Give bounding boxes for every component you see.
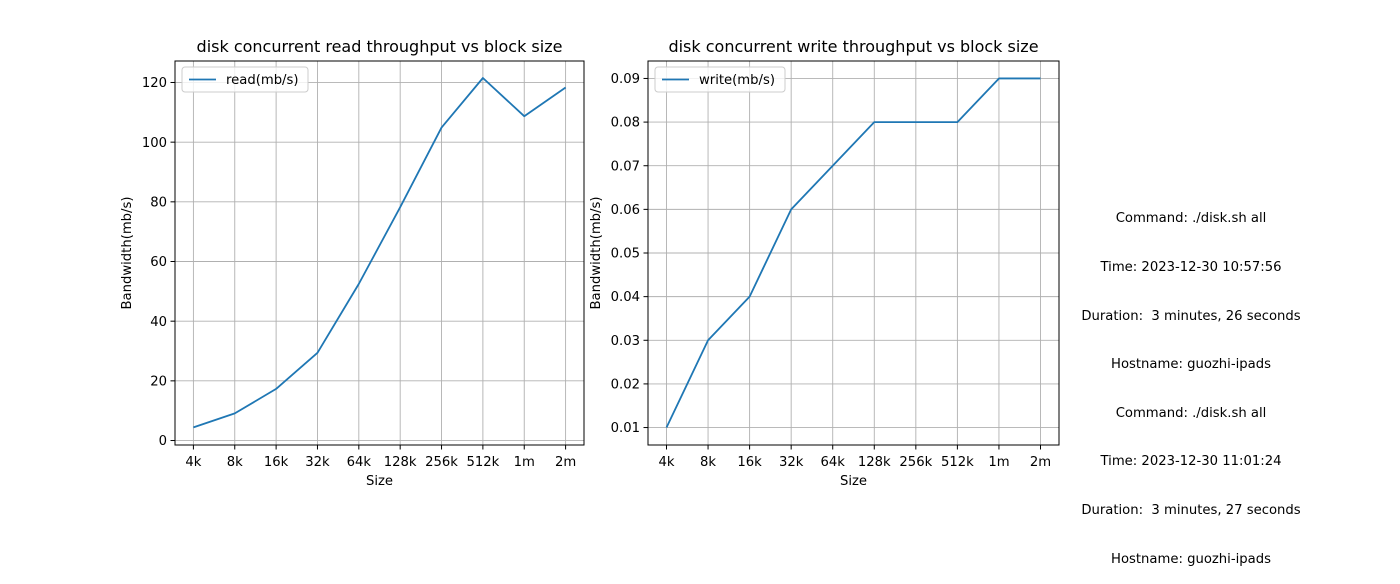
info-line: Command: ./disk.sh all [1060, 211, 1322, 227]
y-tick-label: 0.08 [611, 116, 640, 131]
x-tick-label: 8k [700, 455, 716, 470]
info-line: Time: 2023-12-30 10:57:56 [1060, 260, 1322, 276]
y-tick-label: 80 [150, 195, 167, 210]
x-tick-label: 4k [185, 455, 201, 470]
y-axis-label: Bandwidth(mb/s) [589, 196, 604, 309]
legend-label: write(mb/s) [699, 73, 775, 88]
y-tick-label: 20 [150, 374, 167, 389]
chart-1: 4k 8k 16k 32k 64k 128k 256k 512k 1m 2m 0 20 40 60 80 10… [120, 37, 584, 489]
y-tick-label: 0.03 [611, 334, 640, 349]
x-tick-label: 16k [737, 455, 762, 470]
y-tick-label: 60 [150, 255, 167, 270]
info-line: Time: 2023-12-30 11:01:24 [1060, 454, 1322, 470]
chart-title: disk concurrent write throughput vs bloc… [668, 37, 1038, 56]
y-tick-label: 100 [142, 136, 167, 151]
run-info: Command: ./disk.sh all Time: 2023-12-30 … [1060, 179, 1322, 584]
info-line: Duration: 3 minutes, 27 seconds [1060, 503, 1322, 519]
x-tick-label: 1m [514, 455, 535, 470]
legend: write(mb/s) [655, 67, 785, 92]
x-tick-label: 32k [305, 455, 330, 470]
x-tick-label: 256k [425, 455, 458, 470]
x-tick-label: 512k [941, 455, 974, 470]
x-axis-label: Size [840, 474, 867, 489]
info-line: Command: ./disk.sh all [1060, 406, 1322, 422]
y-axis-label: Bandwidth(mb/s) [120, 196, 135, 309]
x-tick-label: 32k [779, 455, 804, 470]
y-tick-label: 40 [150, 315, 167, 330]
y-tick-label: 0.04 [611, 290, 640, 305]
info-line: Duration: 3 minutes, 26 seconds [1060, 309, 1322, 325]
x-tick-label: 8k [227, 455, 243, 470]
x-tick-label: 1m [988, 455, 1009, 470]
y-tick-label: 0.07 [611, 159, 640, 174]
x-tick-label: 64k [347, 455, 372, 470]
legend-label: read(mb/s) [226, 73, 299, 88]
plot-frame [175, 61, 584, 445]
x-tick-label: 4k [658, 455, 674, 470]
y-tick-label: 0 [159, 434, 167, 449]
y-tick-label: 0.06 [611, 203, 640, 218]
y-tick-label: 0.09 [611, 72, 640, 87]
y-tick-label: 120 [142, 76, 167, 91]
x-tick-label: 128k [384, 455, 417, 470]
y-tick-label: 0.02 [611, 378, 640, 393]
info-line: Hostname: guozhi-ipads [1060, 552, 1322, 568]
x-tick-label: 512k [466, 455, 499, 470]
x-tick-label: 128k [858, 455, 891, 470]
legend: read(mb/s) [182, 67, 308, 92]
info-line: Hostname: guozhi-ipads [1060, 357, 1322, 373]
x-axis-label: Size [366, 474, 393, 489]
y-tick-label: 0.01 [611, 421, 640, 436]
x-tick-label: 64k [821, 455, 846, 470]
y-tick-label: 0.05 [611, 247, 640, 262]
x-tick-label: 256k [899, 455, 932, 470]
x-tick-label: 2m [1030, 455, 1051, 470]
chart-2: 4k 8k 16k 32k 64k 128k 256k 512k 1m 2m 0.01 0.02 0.0… [589, 37, 1059, 489]
x-tick-label: 16k [264, 455, 289, 470]
x-tick-label: 2m [555, 455, 576, 470]
chart-title: disk concurrent read throughput vs block… [197, 37, 563, 56]
series-line-1 [193, 78, 565, 427]
